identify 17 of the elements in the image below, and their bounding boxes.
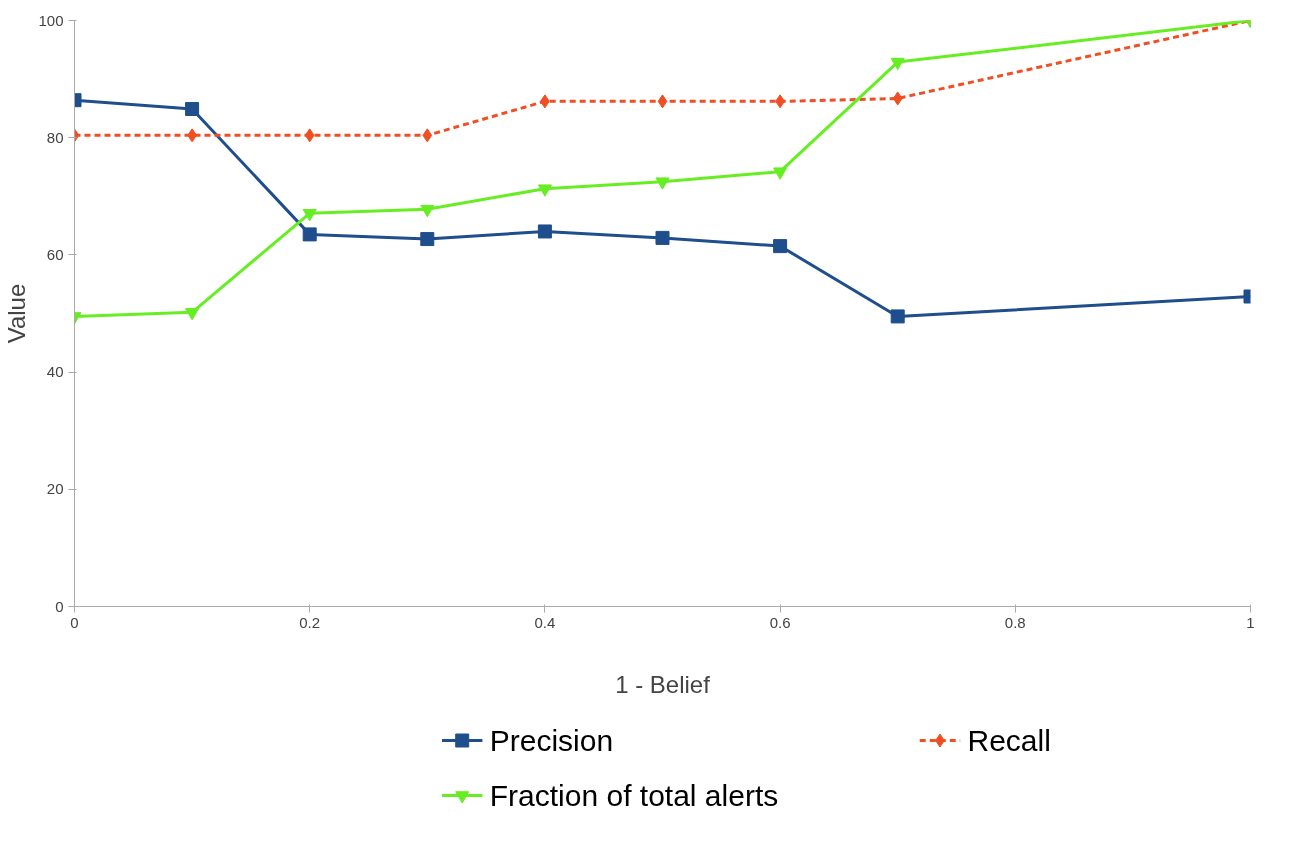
y-tick-label: 60 bbox=[46, 245, 64, 263]
x-axis-title: 1 - Belief bbox=[615, 670, 711, 698]
y-tick-label: 20 bbox=[46, 480, 64, 498]
legend-label: Recall bbox=[967, 724, 1051, 757]
y-axis-title: Value bbox=[3, 283, 31, 344]
y-tick-label: 100 bbox=[38, 11, 64, 29]
x-tick-label: 0.2 bbox=[299, 613, 321, 631]
y-tick-label: 0 bbox=[55, 597, 64, 615]
x-tick-label: 0.4 bbox=[534, 613, 556, 631]
y-tick-label: 40 bbox=[46, 363, 64, 381]
y-tick-label: 80 bbox=[46, 128, 64, 146]
x-tick-label: 0.6 bbox=[769, 613, 791, 631]
x-tick-label: 1 bbox=[1246, 613, 1255, 631]
x-tick-label: 0 bbox=[70, 613, 79, 631]
legend-label: Fraction of total alerts bbox=[489, 779, 779, 812]
legend-label: Precision bbox=[489, 724, 614, 757]
x-tick-label: 0.8 bbox=[1004, 613, 1026, 631]
